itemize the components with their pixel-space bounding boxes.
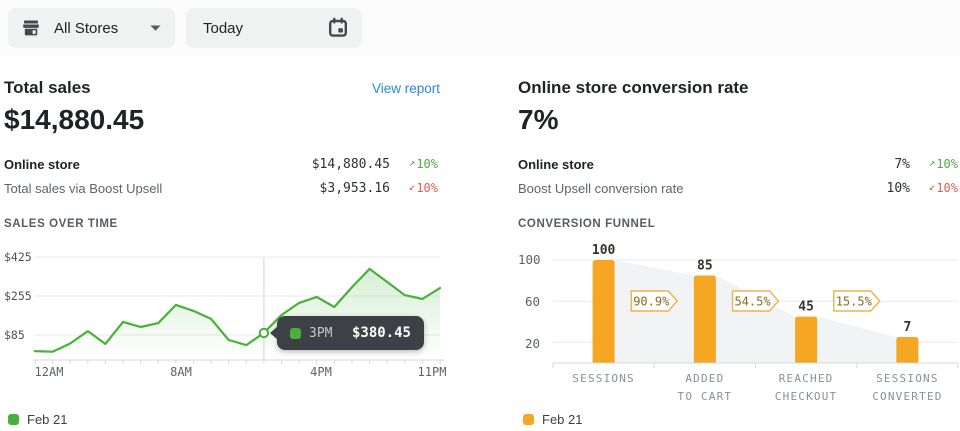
legend-swatch-green [8,414,19,425]
store-selector-label: All Stores [54,19,119,37]
metric-label: Boost Upsell conversion rate [518,180,684,196]
metric-label: Online store [4,156,80,172]
svg-text:54.5%: 54.5% [734,295,771,309]
conversion-rate-card: Online store conversion rate 7% Online s… [518,56,960,431]
storefront-icon [23,20,39,36]
total-sales-title: Total sales [4,78,91,97]
tooltip-series-swatch [290,327,301,339]
svg-text:15.5%: 15.5% [836,295,873,309]
metric-row-online-store: Online store $14,880.45 ↗10% [4,152,438,176]
funnel-legend: Feb 21 [523,412,582,427]
svg-text:7: 7 [903,320,911,335]
x-axis-tick: 4PM [310,365,332,379]
funnel-category-added-to-cart: ADDED TO CART [677,372,733,403]
metric-change: ↙10% [390,180,438,195]
conversion-metric-rows: Online store 7% ↗10% Boost Upsell conver… [518,152,958,200]
x-axis-tick: 8AM [170,365,192,379]
metric-change: ↗10% [910,156,958,171]
legend-label: Feb 21 [542,412,583,427]
metric-value: $14,880.45 [311,156,390,172]
funnel-category-reached-checkout: REACHED CHECKOUT [774,372,838,403]
tooltip-time: 3PM [309,325,333,341]
svg-text:45: 45 [798,300,814,315]
svg-text:85: 85 [697,258,713,273]
metric-value: 7% [894,156,910,172]
trend-down-icon: ↙ [928,180,936,193]
svg-text:100: 100 [592,243,616,258]
metric-change: ↗10% [390,156,438,171]
change-percent: 10% [416,181,438,195]
x-axis-tick: 11PM [417,365,447,379]
y-axis-tick: $425 [4,250,32,264]
sales-metric-rows: Online store $14,880.45 ↗10% Total sales… [4,152,438,200]
metric-value: 10% [886,180,910,196]
funnel-category-sessions-converted: SESSIONS CONVERTED [872,372,943,403]
metric-value: $3,953.16 [319,180,390,196]
total-sales-amount: $14,880.45 [4,104,145,135]
change-percent: 10% [416,157,438,171]
y-axis-tick: 20 [524,336,540,351]
metric-label: Total sales via Boost Upsell [4,180,163,196]
metric-row-boost-upsell: Total sales via Boost Upsell $3,953.16 ↙… [4,176,438,200]
sales-legend: Feb 21 [8,412,67,427]
trend-up-icon: ↗ [408,156,416,169]
view-report-link[interactable]: View report [371,81,440,96]
date-range-label: Today [203,19,244,37]
legend-swatch-orange [523,414,534,425]
sales-over-time-chart[interactable]: $425 $255 $85 12AM 8AM 4PM 11PM 3PM $380… [4,248,460,380]
y-axis-tick: 100 [518,252,541,267]
funnel-category-sessions: SESSIONS [572,372,635,385]
trend-up-icon: ↗ [928,156,936,169]
metric-change: ↙10% [910,180,958,195]
y-axis-tick: $85 [4,328,25,342]
legend-label: Feb 21 [27,412,68,427]
topbar: All Stores Today [0,0,960,56]
conversion-rate-value: 7% [518,104,559,135]
sales-over-time-header: SALES OVER TIME [4,218,118,230]
store-selector-button[interactable]: All Stores [8,8,175,48]
date-range-button[interactable]: Today [186,8,362,48]
total-sales-card: Total sales View report $14,880.45 Onlin… [4,56,460,431]
svg-text:90.9%: 90.9% [633,295,670,309]
calendar-icon [328,17,348,37]
trend-down-icon: ↙ [408,180,416,193]
metric-row-online-store: Online store 7% ↗10% [518,152,958,176]
metric-label: Online store [518,156,594,172]
conversion-title: Online store conversion rate [518,78,749,97]
x-axis-tick: 12AM [34,365,64,379]
chart-tooltip: 3PM $380.45 [270,316,424,350]
change-percent: 10% [936,157,958,171]
metric-row-boost-upsell: Boost Upsell conversion rate 10% ↙10% [518,176,958,200]
chevron-down-icon [150,25,161,31]
conversion-funnel-chart[interactable]: 100 85 45 7 90.9% 54.5% 15.5% 100 60 20 SESSIO… [518,242,960,412]
change-percent: 10% [936,181,958,195]
y-axis-tick: 60 [524,294,540,309]
conversion-funnel-header: CONVERSION FUNNEL [518,218,656,230]
y-axis-tick: $255 [4,289,32,303]
tooltip-value: $380.45 [351,325,411,341]
